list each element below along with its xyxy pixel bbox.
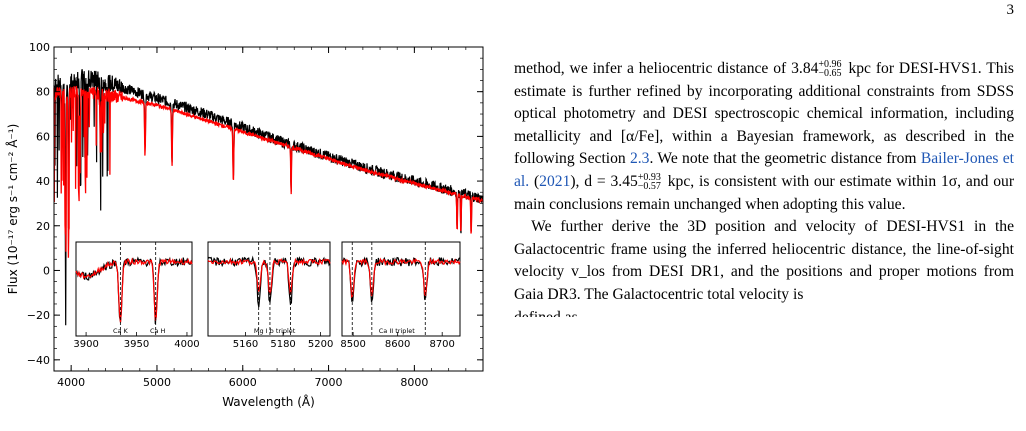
inset-frame [75,241,193,337]
x-tick-label: 6000 [229,376,257,389]
spectrum-figure: 4000 5000 6000 7000 8000 −40 −20 0 20 40 60 80 100 Wa… [5,41,484,409]
y-tick-label: 0 [43,264,50,277]
paragraph-text: We further derive the 3D position and ve… [514,218,1014,303]
y-tick-label: −20 [27,309,50,322]
subscript: −0.57 [637,181,661,193]
paragraph-text: kpc for DESI-HVS1. This estimate is furt… [514,60,1014,168]
observed-spectrum-series [53,69,484,326]
y-tick-label: 20 [36,220,50,233]
x-axis-label: Wavelength (Å) [222,394,315,409]
inset-x-tick-label: 5160 [233,339,258,350]
inset-model-series [341,257,461,299]
paragraph-distance: method, we infer a heliocentric distance… [514,58,1014,216]
subscript: −0.65 [818,68,842,80]
page-number: 3 [1006,2,1015,18]
inset-annotation: Ca II triplet [379,327,415,335]
x-tick-label: 8000 [400,376,428,389]
inset-x-tick-label: 3950 [124,339,149,350]
inset-x-tick-label: 8500 [340,339,365,350]
paragraph-text: defined as [514,309,578,317]
paragraph-text: . We note that the geometric distance fr… [649,150,921,168]
inset-x-tick-label: 5200 [308,339,333,350]
citation-link[interactable]: Bailer-Jones et al. [514,150,1014,190]
y-tick-label: 60 [36,130,50,143]
paragraph-velocity: We further derive the 3D position and ve… [514,216,1014,306]
inset-x-tick-label: 8700 [429,339,454,350]
y-tick-label: 100 [29,41,50,54]
y-axis-label: Flux (10⁻¹⁷ erg s⁻¹ cm⁻² Å⁻¹) [5,124,20,295]
inset-x-tick-label: 5180 [270,339,295,350]
model-spectrum-series [53,85,484,258]
main-plot-frame [53,46,484,372]
x-tick-label: 7000 [315,376,343,389]
x-tick-label: 5000 [143,376,171,389]
y-tick-label: −40 [27,354,50,367]
citation-year-link[interactable]: 2021 [539,172,571,190]
inset-observed-series [341,256,461,302]
paragraph-text: method, we infer a heliocentric distance… [514,60,819,77]
section-link[interactable]: 2.3 [629,150,650,168]
y-tick-label: 40 [36,175,50,188]
superscript: +0.96 [818,59,842,71]
y-tick-label: 80 [36,86,50,99]
inset-x-tick-label: 4000 [174,339,199,350]
inset-model-series [207,257,331,296]
paragraph-text: ( [529,172,540,190]
inset-frame [341,241,461,337]
inset-observed-series [75,256,193,325]
body-text-column: method, we infer a heliocentric distance… [514,58,1014,317]
inset-model-series [75,257,193,323]
paragraph-cutoff: defined as [514,307,1014,317]
paragraph-text: kpc, is consistent with our estimate wit… [514,172,1015,213]
inset-annotation: Mg I b triplet [254,327,296,335]
inset-x-tick-label: 8600 [385,339,410,350]
superscript: +0.93 [637,172,661,184]
paragraph-text: ), d = 3.45 [570,172,638,190]
inset-annotation: Ca H [150,327,166,335]
inset-x-tick-label: 3900 [73,339,98,350]
inset-annotation: Ca K [113,327,129,335]
x-tick-label: 4000 [57,376,85,389]
